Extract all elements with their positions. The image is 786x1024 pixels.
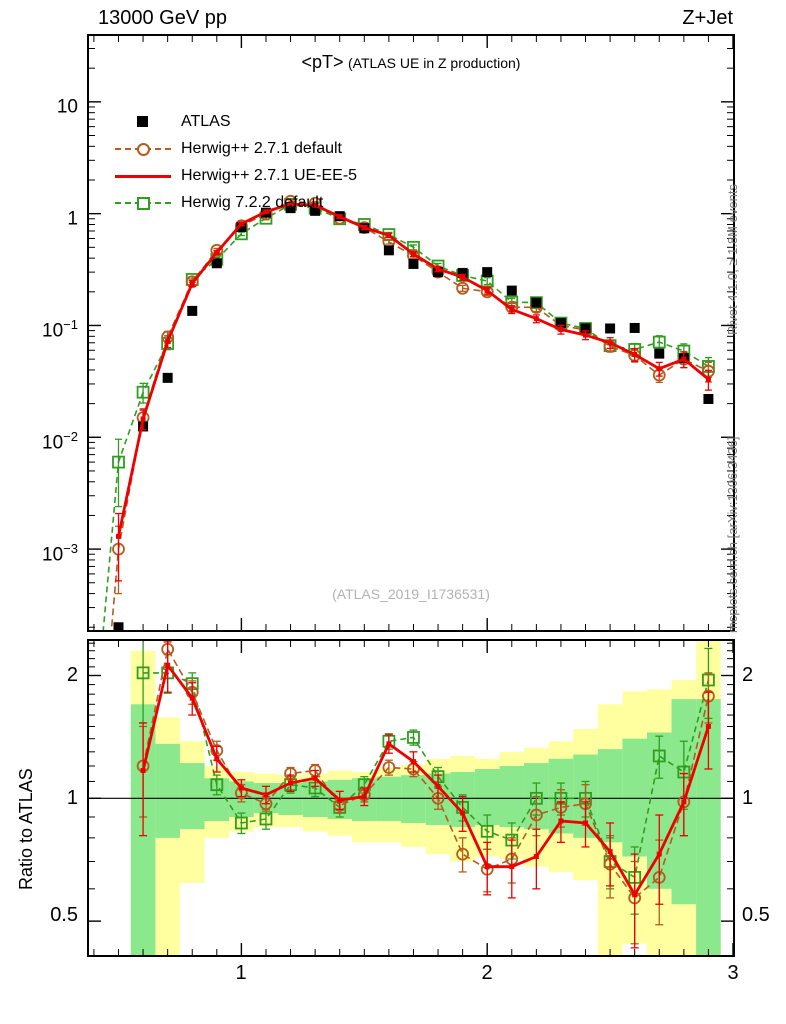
x-axis-tick-label: 3 [727, 962, 739, 984]
ratio-y-tick-label: 0.5 [50, 904, 78, 926]
ratio-y-tick-label: 2 [66, 664, 78, 686]
plot-title-analysis: (ATLAS UE in Z production) [348, 55, 521, 71]
y-axis-tick-label: 10−3 [42, 541, 78, 566]
legend-item-label: Herwig++ 2.7.1 default [181, 139, 342, 157]
y-axis-tick-label: 10−2 [42, 429, 78, 454]
dashed-line-square-icon [115, 195, 171, 211]
beam-energy-label: 13000 GeV pp [98, 7, 227, 29]
ratio-panel [87, 639, 735, 957]
legend-item-herwig-default: Herwig++ 2.7.1 default [115, 135, 357, 162]
rivet-version-note: Rivet 4.1.0, ≥ 1.8M events [725, 184, 740, 335]
plot-title-observable: <pT> [301, 52, 344, 72]
x-axis-tick-label: 1 [235, 962, 247, 984]
main-plot-panel: <pT> (ATLAS UE in Z production) ATLAS He… [87, 34, 735, 632]
ratio-y-tick-label: 1 [66, 787, 78, 809]
legend-item-herwig7: Herwig 7.2.2 default [115, 189, 357, 216]
watermark-analysis-id: (ATLAS_2019_I1736531) [332, 586, 490, 602]
legend-item-label: ATLAS [181, 112, 231, 130]
main-plot-canvas [89, 36, 733, 630]
y-axis-tick-label: 10−1 [42, 317, 78, 342]
ratio-y-tick-label-right: 2 [742, 664, 754, 686]
legend-item-label: Herwig 7.2.2 default [181, 193, 324, 211]
black-square-icon [115, 114, 171, 130]
ratio-plot-canvas [89, 641, 733, 955]
y-axis-tick-label: 1 [67, 208, 78, 230]
y-axis-tick-label: 10 [56, 96, 78, 118]
ratio-y-tick-label-right: 1 [742, 787, 754, 809]
x-axis-tick-label: 2 [481, 962, 493, 984]
mcplots-citation-note: mcplots.cern.ch [arXiv:1306.3436] [725, 436, 740, 633]
legend: ATLAS Herwig++ 2.7.1 default Herwig++ 2.… [115, 108, 357, 216]
legend-item-label: Herwig++ 2.7.1 UE-EE-5 [181, 166, 358, 184]
legend-item-herwig-ueee5: Herwig++ 2.7.1 UE-EE-5 [115, 162, 357, 189]
process-label: Z+Jet [682, 7, 733, 29]
dashed-line-circle-icon [115, 141, 171, 157]
ratio-y-tick-label-right: 0.5 [742, 904, 770, 926]
plot-title: <pT> (ATLAS UE in Z production) [89, 52, 733, 73]
legend-item-atlas: ATLAS [115, 108, 357, 135]
solid-line-icon [115, 168, 171, 184]
ratio-y-axis-title: Ratio to ATLAS [16, 768, 36, 890]
